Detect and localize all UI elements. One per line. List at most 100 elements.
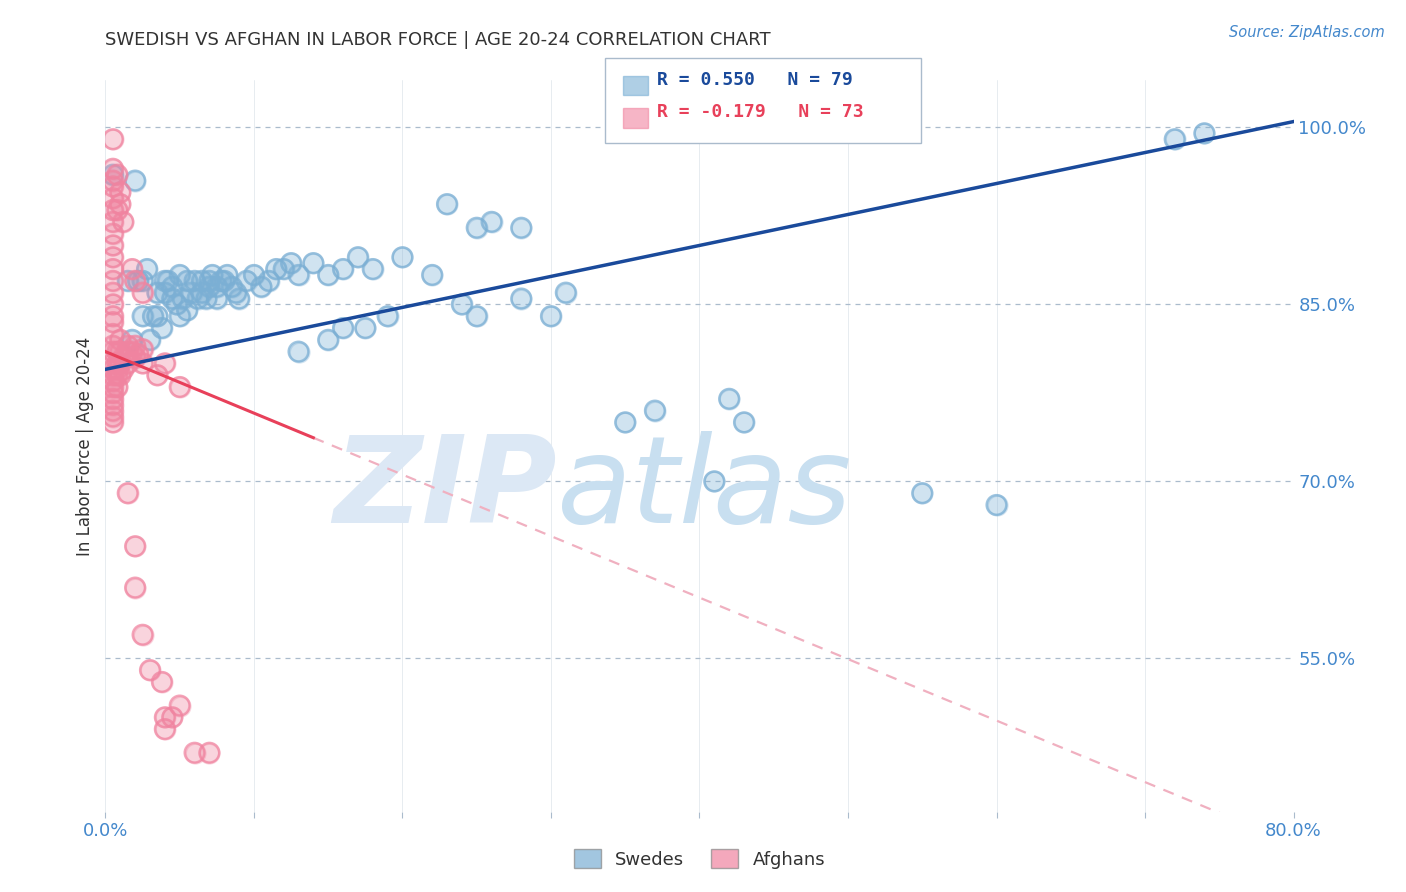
Point [101, 238, 124, 252]
Point [217, 268, 239, 282]
Point [124, 581, 146, 595]
Point [280, 256, 302, 270]
Point [377, 310, 399, 324]
Point [718, 392, 741, 406]
Point [273, 262, 295, 277]
Point [105, 344, 128, 359]
Point [169, 698, 191, 713]
Point [198, 279, 221, 293]
Point [101, 344, 124, 359]
Point [221, 279, 243, 293]
Point [127, 347, 149, 361]
Point [117, 486, 139, 500]
Point [117, 339, 139, 353]
Point [101, 132, 124, 146]
Point [139, 663, 162, 677]
Point [101, 403, 124, 417]
Point [127, 347, 149, 361]
Point [225, 285, 247, 300]
Point [105, 356, 128, 370]
Point [131, 343, 153, 357]
Point [105, 368, 128, 383]
Point [153, 285, 176, 300]
Point [117, 356, 139, 370]
Point [146, 285, 169, 300]
Point [361, 262, 384, 277]
Point [101, 380, 124, 394]
Point [228, 292, 250, 306]
Point [273, 262, 295, 277]
Point [150, 321, 173, 335]
Point [176, 274, 198, 288]
Legend: Swedes, Afghans: Swedes, Afghans [567, 842, 832, 876]
Point [169, 310, 191, 324]
Point [465, 220, 488, 235]
Point [180, 285, 202, 300]
Point [198, 746, 221, 760]
Point [124, 274, 146, 288]
Point [162, 710, 184, 724]
Point [131, 628, 153, 642]
Point [264, 262, 287, 277]
Point [162, 279, 184, 293]
Point [139, 333, 162, 347]
Point [347, 250, 370, 264]
Point [986, 498, 1008, 512]
Point [101, 403, 124, 417]
Point [136, 262, 159, 277]
Point [117, 344, 139, 359]
Point [110, 197, 132, 211]
Point [105, 168, 128, 182]
Point [287, 268, 309, 282]
Point [121, 344, 143, 359]
Point [101, 356, 124, 370]
Point [183, 274, 205, 288]
Y-axis label: In Labor Force | Age 20-24: In Labor Force | Age 20-24 [76, 336, 94, 556]
Point [117, 339, 139, 353]
Point [112, 362, 135, 376]
Point [101, 250, 124, 264]
Point [105, 380, 128, 394]
Point [205, 279, 228, 293]
Point [121, 262, 143, 277]
Point [733, 416, 755, 430]
Point [354, 321, 377, 335]
Point [101, 274, 124, 288]
Point [235, 274, 257, 288]
Point [101, 339, 124, 353]
Point [911, 486, 934, 500]
Point [101, 285, 124, 300]
Point [205, 292, 228, 306]
Point [121, 333, 143, 347]
Point [101, 179, 124, 194]
Point [105, 202, 128, 217]
Point [166, 297, 188, 311]
Point [264, 262, 287, 277]
Point [117, 344, 139, 359]
Point [209, 274, 232, 288]
Point [162, 292, 184, 306]
Point [121, 344, 143, 359]
Text: R = -0.179   N = 73: R = -0.179 N = 73 [657, 103, 863, 120]
Point [101, 374, 124, 388]
Point [101, 132, 124, 146]
Point [162, 292, 184, 306]
Point [105, 344, 128, 359]
Point [162, 710, 184, 724]
Point [153, 356, 176, 370]
Point [101, 161, 124, 176]
Point [101, 356, 124, 370]
Point [101, 238, 124, 252]
Text: R = 0.550   N = 79: R = 0.550 N = 79 [657, 71, 852, 89]
Point [101, 215, 124, 229]
Point [221, 279, 243, 293]
Point [287, 268, 309, 282]
Point [156, 274, 179, 288]
Point [176, 274, 198, 288]
Point [110, 344, 132, 359]
Point [436, 197, 458, 211]
Point [124, 339, 146, 353]
Point [110, 368, 132, 383]
Point [146, 368, 169, 383]
Point [195, 292, 218, 306]
